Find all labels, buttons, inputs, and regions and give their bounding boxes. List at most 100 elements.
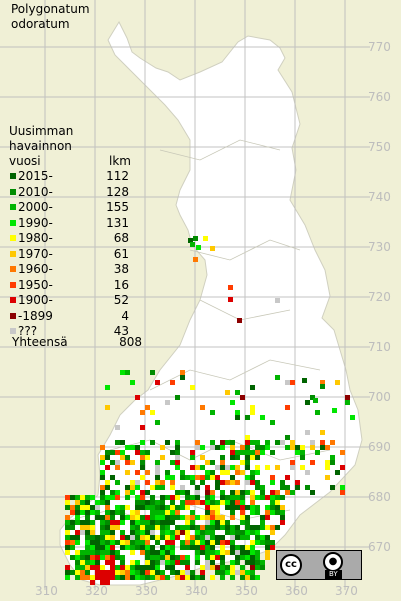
- legend-swatch: [10, 173, 16, 179]
- observation-square: [185, 490, 190, 495]
- observation-square: [90, 520, 95, 525]
- observation-square: [165, 535, 170, 540]
- cc-by-license-badge[interactable]: cc ● BY: [276, 550, 362, 580]
- observation-square: [90, 535, 95, 540]
- observation-square: [175, 515, 180, 520]
- observation-square: [110, 460, 115, 465]
- observation-square: [210, 495, 215, 500]
- observation-square: [230, 490, 235, 495]
- observation-square: [210, 530, 215, 535]
- observation-square: [130, 540, 135, 545]
- northing-label: 700: [368, 390, 391, 404]
- observation-square: [175, 445, 180, 450]
- observation-square: [100, 580, 105, 585]
- observation-square: [80, 575, 85, 580]
- observation-square: [230, 445, 235, 450]
- observation-square: [145, 515, 150, 520]
- observation-square: [75, 510, 80, 515]
- observation-square: [150, 510, 155, 515]
- observation-square: [330, 455, 335, 460]
- legend-year: -1899: [18, 308, 53, 323]
- observation-square: [130, 515, 135, 520]
- observation-square: [240, 490, 245, 495]
- observation-square: [195, 490, 200, 495]
- observation-square: [125, 470, 130, 475]
- species-title: Polygonatum odoratum: [11, 2, 90, 32]
- observation-square: [130, 565, 135, 570]
- observation-square: [140, 530, 145, 535]
- observation-square: [150, 545, 155, 550]
- observation-square: [165, 550, 170, 555]
- observation-square: [230, 450, 235, 455]
- legend-year: 1950-: [18, 277, 53, 292]
- observation-square: [275, 465, 280, 470]
- observation-square: [130, 530, 135, 535]
- observation-square: [180, 375, 185, 380]
- observation-square: [70, 540, 75, 545]
- observation-square: [125, 460, 130, 465]
- observation-square: [220, 520, 225, 525]
- observation-square: [75, 505, 80, 510]
- observation-square: [220, 480, 225, 485]
- observation-square: [70, 520, 75, 525]
- observation-square: [245, 525, 250, 530]
- observation-square: [205, 500, 210, 505]
- observation-square: [130, 445, 135, 450]
- observation-square: [145, 505, 150, 510]
- observation-square: [225, 470, 230, 475]
- observation-square: [170, 570, 175, 575]
- observation-square: [270, 510, 275, 515]
- observation-square: [255, 450, 260, 455]
- observation-square: [260, 525, 265, 530]
- observation-square: [195, 530, 200, 535]
- observation-square: [105, 485, 110, 490]
- observation-square: [75, 500, 80, 505]
- observation-square: [280, 480, 285, 485]
- observation-square: [145, 555, 150, 560]
- observation-square: [190, 500, 195, 505]
- observation-square: [135, 510, 140, 515]
- observation-square: [205, 525, 210, 530]
- observation-square: [225, 500, 230, 505]
- observation-square: [180, 490, 185, 495]
- observation-square: [110, 560, 115, 565]
- observation-square: [175, 460, 180, 465]
- observation-square: [265, 550, 270, 555]
- observation-square: [225, 465, 230, 470]
- observation-square: [220, 500, 225, 505]
- observation-square: [340, 485, 345, 490]
- observation-square: [320, 430, 325, 435]
- observation-square: [240, 500, 245, 505]
- observation-square: [175, 555, 180, 560]
- observation-square: [175, 560, 180, 565]
- observation-square: [110, 565, 115, 570]
- observation-square: [85, 560, 90, 565]
- observation-square: [190, 455, 195, 460]
- observation-square: [225, 565, 230, 570]
- observation-square: [100, 455, 105, 460]
- observation-square: [80, 500, 85, 505]
- observation-square: [235, 410, 240, 415]
- observation-square: [240, 565, 245, 570]
- observation-square: [110, 510, 115, 515]
- observation-square: [265, 505, 270, 510]
- legend-year: 1990-: [18, 215, 53, 230]
- observation-square: [250, 450, 255, 455]
- observation-square: [265, 540, 270, 545]
- observation-square: [95, 570, 100, 575]
- observation-square: [190, 570, 195, 575]
- observation-square: [115, 510, 120, 515]
- observation-square: [275, 500, 280, 505]
- observation-square: [265, 545, 270, 550]
- observation-square: [225, 390, 230, 395]
- observation-square: [220, 570, 225, 575]
- observation-square: [90, 525, 95, 530]
- observation-square: [105, 525, 110, 530]
- observation-square: [170, 515, 175, 520]
- observation-square: [160, 575, 165, 580]
- observation-square: [155, 565, 160, 570]
- observation-square: [196, 245, 201, 250]
- observation-square: [160, 550, 165, 555]
- observation-square: [290, 490, 295, 495]
- observation-square: [155, 480, 160, 485]
